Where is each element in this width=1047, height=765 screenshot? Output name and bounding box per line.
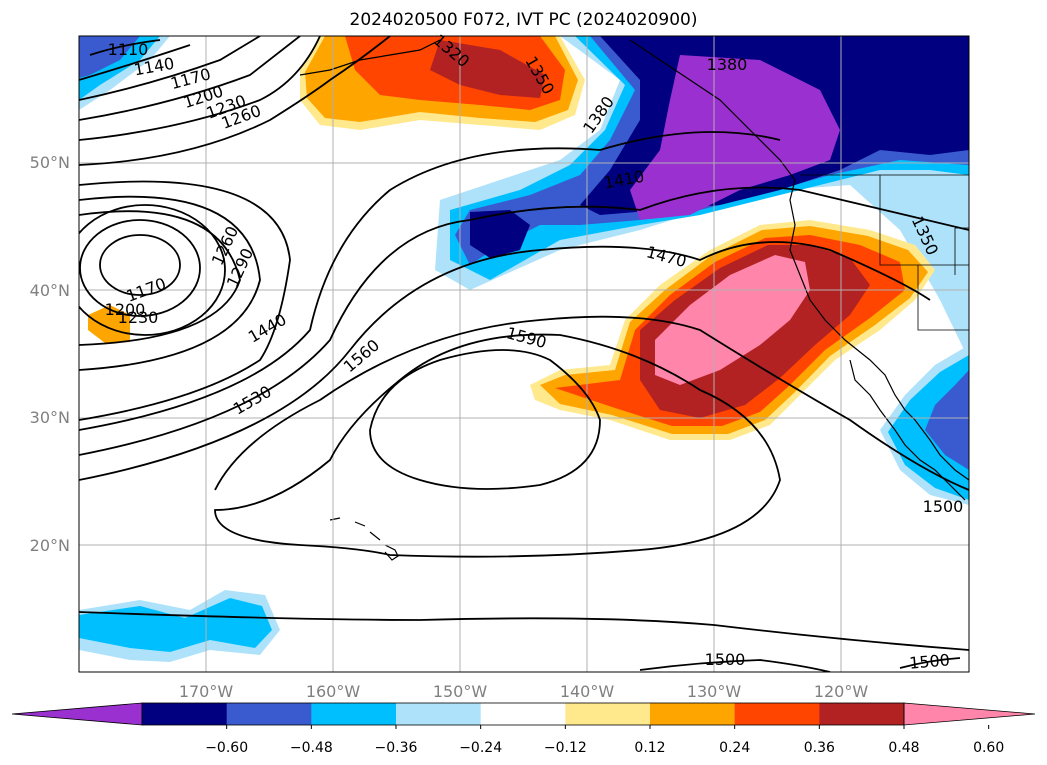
colorbar-cell xyxy=(480,703,566,725)
colorbar-tick-label: −0.60 xyxy=(205,740,248,756)
coastlines xyxy=(299,39,969,561)
map-frame xyxy=(78,35,970,673)
contour-label: 1500 xyxy=(923,497,964,516)
colorbar-cell xyxy=(226,703,312,725)
colorbar-tick-label: −0.36 xyxy=(375,740,418,756)
longitude-labels: 170°W 160°W 150°W 140°W 130°W 120°W xyxy=(179,682,869,701)
contour-label: 1380 xyxy=(707,55,748,74)
colorbar-tick-label: −0.12 xyxy=(544,740,587,756)
colorbar-tick-label: −0.24 xyxy=(459,740,502,756)
longitude-label: 160°W xyxy=(306,682,361,701)
negative-anomaly-southwest xyxy=(79,590,280,662)
latitude-label: 20°N xyxy=(30,536,70,555)
contour-label: 1230 xyxy=(118,308,159,327)
colorbar-cell xyxy=(311,703,397,725)
positive-anomaly-west xyxy=(88,305,130,343)
longitude-label: 150°W xyxy=(433,682,488,701)
latitude-labels: 50°N 40°N 30°N 20°N xyxy=(30,153,70,555)
contour-label: 1200 xyxy=(105,300,146,319)
colorbar-extend-low xyxy=(11,702,143,726)
latitude-label: 50°N xyxy=(30,153,70,172)
colorbar-tick-label: 0.12 xyxy=(634,740,665,756)
colorbar-cell xyxy=(819,703,905,725)
colorbar-tick-label: 0.48 xyxy=(888,740,919,756)
longitude-label: 120°W xyxy=(814,682,869,701)
gridlines xyxy=(79,36,969,672)
positive-anomaly-main xyxy=(530,220,935,440)
latitude-label: 40°N xyxy=(30,281,70,300)
height-contours xyxy=(79,36,969,672)
colorbar-cell xyxy=(650,703,736,725)
colorbar: −0.60 −0.48 −0.36 −0.24 −0.12 0.12 0.24 0.36 0.4… xyxy=(11,702,1036,756)
contour-label: 1500 xyxy=(908,650,950,672)
longitude-label: 140°W xyxy=(560,682,615,701)
colorbar-cell xyxy=(396,703,482,725)
map-area xyxy=(79,36,969,672)
colorbar-tick-label: 0.24 xyxy=(719,740,750,756)
longitude-label: 130°W xyxy=(687,682,742,701)
map-title: 2024020500 F072, IVT PC (2024020900) xyxy=(349,10,698,30)
colorbar-tick-label: −0.48 xyxy=(290,740,333,756)
colorbar-cell xyxy=(565,703,651,725)
longitude-label: 170°W xyxy=(179,682,234,701)
colorbar-cell xyxy=(734,703,820,725)
colorbar-tick-label: 0.36 xyxy=(804,740,835,756)
latitude-label: 30°N xyxy=(30,408,70,427)
political-borders xyxy=(800,174,969,331)
contour-label: 1110 xyxy=(108,40,149,59)
colorbar-tick-label: 0.60 xyxy=(973,740,1004,756)
colorbar-extend-high xyxy=(903,702,1036,726)
colorbar-cell xyxy=(142,703,228,725)
contour-label: 1500 xyxy=(705,650,746,669)
